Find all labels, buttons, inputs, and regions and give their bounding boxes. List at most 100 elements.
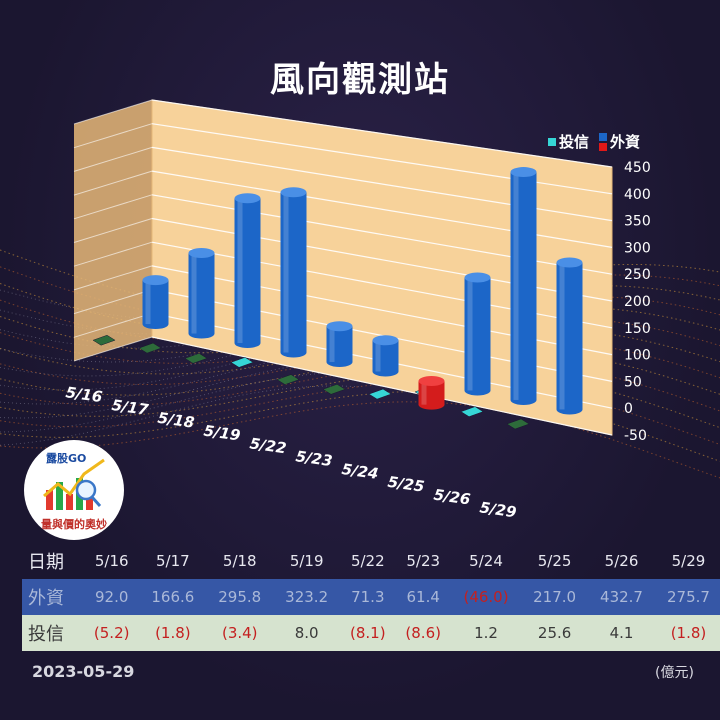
table-cell: 25.6 — [521, 615, 589, 651]
x-tick-label: 5/24 — [341, 460, 380, 483]
gridline — [73, 265, 153, 291]
y-tick-label: 0 — [624, 401, 633, 417]
y-tick-label: 350 — [624, 214, 651, 230]
x-tick-label: 5/25 — [387, 473, 426, 496]
legend-label-sitc: 投信 — [559, 133, 590, 151]
y-tick-label: 250 — [624, 267, 651, 283]
bar-fii — [464, 272, 491, 396]
chart-back-wall — [151, 99, 613, 436]
y-tick-label: 100 — [624, 348, 651, 364]
bar-sitc — [92, 334, 116, 346]
bar-sitc — [460, 406, 484, 417]
table-row-dates: 日期 5/16 5/17 5/18 5/19 5/22 5/23 5/24 5/… — [22, 543, 720, 579]
y-tick-label: 50 — [624, 374, 642, 390]
table-cell: 5/18 — [222, 552, 257, 570]
page-title: 風向觀測站 — [270, 60, 450, 100]
gridline — [73, 123, 153, 149]
x-tick-label: 5/29 — [479, 498, 518, 521]
bar-sitc — [138, 342, 162, 354]
table-cell: 217.0 — [521, 579, 589, 615]
bar-fii — [188, 248, 215, 339]
y-tick-label: 300 — [624, 240, 651, 256]
gridline — [73, 241, 153, 267]
table-cell: 5/16 — [94, 552, 129, 570]
brand-logo: 露股GO 量與價的奧妙 — [24, 440, 124, 540]
bar-fii — [234, 193, 261, 349]
legend-item-sitc: 投信 — [548, 131, 589, 152]
bar-sitc — [184, 353, 208, 364]
x-tick-label: 5/23 — [295, 447, 334, 470]
bar-sitc — [506, 418, 530, 430]
gridline — [151, 99, 613, 168]
x-tick-label: 5/22 — [249, 434, 288, 457]
bar-fii — [372, 335, 399, 377]
y-tick-label: 150 — [624, 321, 651, 337]
bar-fii — [142, 275, 169, 330]
gridline — [73, 99, 153, 125]
table-cell: 5/19 — [289, 552, 324, 570]
x-tick-label: 5/19 — [203, 422, 242, 445]
x-tick-label: 5/18 — [157, 409, 196, 432]
gridline — [73, 170, 153, 196]
table-cell: 323.2 — [273, 579, 341, 615]
row-label-fii: 外資 — [22, 579, 84, 615]
x-tick-label: 5/26 — [433, 486, 472, 509]
table-cell: 5/29 — [671, 552, 706, 570]
legend-item-fii: 外資 — [599, 131, 640, 152]
table-cell: (46.0) — [450, 579, 522, 615]
unit-label: (億元) — [655, 665, 694, 681]
y-tick-label: -50 — [624, 428, 647, 444]
table-cell: 92.0 — [84, 579, 140, 615]
y-tick-label: 400 — [624, 187, 651, 203]
gridline — [73, 312, 153, 338]
table-cell: 4.1 — [588, 615, 655, 651]
table-row-sitc: 投信 (5.2) (1.8) (3.4) 8.0 (8.1) (8.6) 1.2… — [22, 615, 720, 651]
table-cell: 295.8 — [206, 579, 274, 615]
table-row-fii: 外資 92.0 166.6 295.8 323.2 71.3 61.4 (46.… — [22, 579, 720, 615]
gridline — [73, 289, 153, 315]
row-label-sitc: 投信 — [22, 615, 84, 651]
table-cell: 71.3 — [340, 579, 396, 615]
row-label-date: 日期 — [28, 552, 64, 573]
gridline — [73, 336, 153, 362]
table-cell: 5/24 — [469, 552, 503, 570]
legend-swatch-negative — [599, 142, 608, 151]
logo-chart-icon — [43, 458, 105, 510]
bar-fii — [326, 321, 353, 368]
table-cell: (1.8) — [139, 615, 207, 651]
table-cell: 5/23 — [406, 552, 441, 570]
gridline — [73, 146, 153, 172]
bar-sitc — [368, 388, 392, 400]
gridline — [73, 218, 153, 243]
table-cell: (8.1) — [340, 615, 396, 651]
table-cell: 5/17 — [156, 552, 190, 570]
bar-fii — [556, 257, 583, 415]
table-cell: 5/22 — [350, 552, 385, 570]
legend-label-fii: 外資 — [610, 133, 641, 151]
gridline — [73, 194, 153, 220]
x-tick-label: 5/16 — [65, 383, 104, 406]
table-cell: 5/26 — [604, 552, 639, 570]
bar-sitc — [230, 357, 254, 368]
date-stamp: 2023-05-29 — [32, 662, 135, 681]
table-cell: 5/25 — [537, 552, 572, 570]
y-tick-label: 450 — [624, 160, 651, 176]
bar-fii — [418, 375, 445, 410]
table-cell: 1.2 — [450, 615, 522, 651]
legend-swatch-fii — [599, 132, 608, 141]
y-tick-label: 200 — [624, 294, 651, 310]
bar-sitc — [276, 374, 300, 385]
bar-fii — [510, 167, 537, 405]
data-table: 日期 5/16 5/17 5/18 5/19 5/22 5/23 5/24 5/… — [22, 543, 720, 651]
table-cell: 61.4 — [395, 579, 451, 615]
table-cell: 166.6 — [139, 579, 207, 615]
table-cell: (8.6) — [395, 615, 451, 651]
bar-sitc — [322, 384, 346, 395]
legend-swatch-sitc — [548, 137, 556, 146]
x-tick-label: 5/17 — [111, 396, 150, 419]
gridline — [151, 336, 613, 436]
table-cell: 432.7 — [588, 579, 655, 615]
table-cell: (1.8) — [654, 615, 720, 651]
logo-bottom-text: 量與價的奧妙 — [41, 518, 107, 531]
